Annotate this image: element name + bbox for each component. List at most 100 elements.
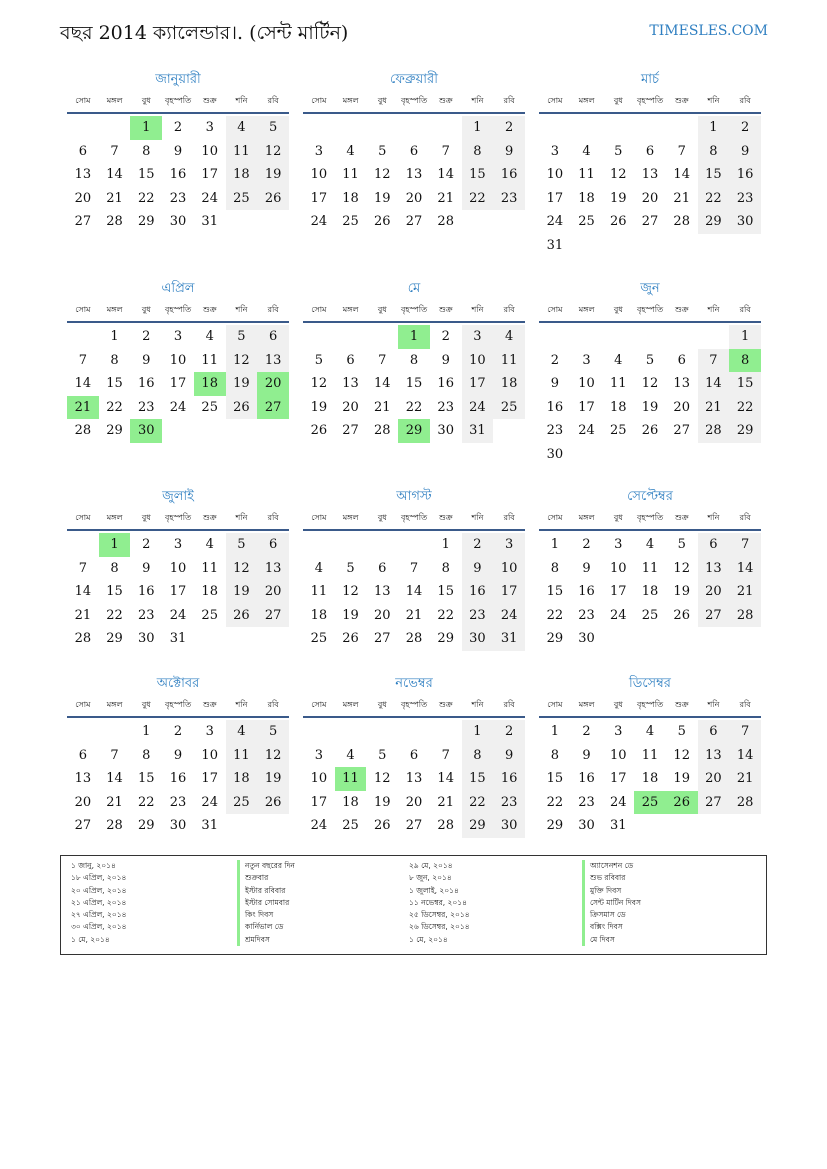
- day-cell[interactable]: 2: [142, 537, 151, 552]
- day-cell[interactable]: 23: [437, 399, 454, 415]
- day-cell[interactable]: 27: [257, 603, 289, 627]
- day-cell[interactable]: 1: [461, 116, 494, 140]
- holiday-day-cell[interactable]: 25: [634, 790, 666, 814]
- day-cell[interactable]: 5: [677, 537, 686, 552]
- day-cell[interactable]: 10: [310, 167, 328, 182]
- day-cell[interactable]: 5: [314, 352, 323, 368]
- day-cell[interactable]: 25: [641, 607, 659, 623]
- day-cell[interactable]: 28: [729, 603, 761, 627]
- day-cell[interactable]: 12: [310, 376, 328, 391]
- day-cell[interactable]: 25: [225, 790, 258, 814]
- day-cell[interactable]: 16: [138, 584, 155, 599]
- day-cell[interactable]: 25: [610, 423, 627, 438]
- day-cell[interactable]: 12: [610, 167, 627, 182]
- day-cell[interactable]: 12: [225, 556, 258, 580]
- day-cell[interactable]: 14: [729, 556, 761, 580]
- day-cell[interactable]: 3: [314, 143, 323, 159]
- day-cell[interactable]: 9: [582, 747, 591, 763]
- day-cell[interactable]: 12: [673, 560, 690, 576]
- day-cell[interactable]: 11: [610, 376, 627, 391]
- day-cell[interactable]: 13: [697, 556, 730, 580]
- day-cell[interactable]: 23: [461, 603, 494, 627]
- day-cell[interactable]: 10: [461, 348, 494, 372]
- day-cell[interactable]: 29: [697, 210, 730, 234]
- day-cell[interactable]: 25: [578, 214, 595, 229]
- day-cell[interactable]: 24: [169, 399, 187, 415]
- day-cell[interactable]: 6: [78, 143, 87, 159]
- day-cell[interactable]: 2: [173, 120, 183, 135]
- day-cell[interactable]: 5: [378, 747, 387, 763]
- day-cell[interactable]: 16: [437, 376, 454, 391]
- day-cell[interactable]: 23: [138, 607, 155, 623]
- day-cell[interactable]: 15: [138, 167, 155, 182]
- day-cell[interactable]: 22: [138, 190, 155, 206]
- day-cell[interactable]: 24: [201, 794, 218, 810]
- day-cell[interactable]: 8: [697, 139, 730, 163]
- day-cell[interactable]: 7: [441, 747, 450, 763]
- day-cell[interactable]: 24: [610, 607, 627, 623]
- day-cell[interactable]: 21: [106, 794, 123, 810]
- day-cell[interactable]: 10: [169, 352, 187, 368]
- holiday-day-cell[interactable]: 11: [334, 767, 367, 791]
- day-cell[interactable]: 30: [461, 627, 494, 651]
- day-cell[interactable]: 3: [205, 724, 214, 739]
- day-cell[interactable]: 18: [493, 372, 525, 396]
- day-cell[interactable]: 20: [74, 794, 92, 810]
- day-cell[interactable]: 18: [225, 767, 258, 791]
- day-cell[interactable]: 21: [437, 190, 454, 206]
- day-cell[interactable]: 22: [697, 186, 730, 210]
- day-cell[interactable]: 9: [173, 747, 183, 763]
- day-cell[interactable]: 13: [673, 376, 690, 391]
- day-cell[interactable]: 19: [225, 580, 258, 604]
- day-cell[interactable]: 29: [437, 631, 454, 646]
- day-cell[interactable]: 22: [461, 186, 494, 210]
- day-cell[interactable]: 12: [257, 139, 289, 163]
- day-cell[interactable]: 17: [201, 167, 218, 182]
- holiday-day-cell[interactable]: 27: [257, 395, 289, 419]
- day-cell[interactable]: 26: [342, 631, 359, 646]
- day-cell[interactable]: 31: [461, 419, 494, 443]
- day-cell[interactable]: 21: [673, 190, 690, 206]
- day-cell[interactable]: 31: [610, 818, 627, 833]
- day-cell[interactable]: 9: [582, 560, 591, 576]
- day-cell[interactable]: 20: [405, 190, 423, 206]
- day-cell[interactable]: 19: [225, 372, 258, 396]
- day-cell[interactable]: 8: [550, 560, 559, 576]
- day-cell[interactable]: 6: [677, 352, 686, 368]
- day-cell[interactable]: 16: [578, 584, 595, 599]
- day-cell[interactable]: 10: [610, 747, 627, 763]
- day-cell[interactable]: 3: [493, 533, 525, 557]
- day-cell[interactable]: 20: [405, 794, 423, 810]
- day-cell[interactable]: 9: [142, 560, 151, 576]
- day-cell[interactable]: 16: [546, 399, 564, 415]
- day-cell[interactable]: 11: [201, 352, 218, 368]
- day-cell[interactable]: 8: [441, 560, 450, 576]
- day-cell[interactable]: 1: [142, 724, 151, 739]
- day-cell[interactable]: 3: [550, 143, 559, 159]
- day-cell[interactable]: 2: [493, 720, 525, 744]
- day-cell[interactable]: 17: [546, 190, 564, 206]
- day-cell[interactable]: 13: [257, 556, 289, 580]
- day-cell[interactable]: 26: [641, 423, 659, 438]
- day-cell[interactable]: 14: [106, 771, 123, 786]
- day-cell[interactable]: 26: [673, 607, 690, 623]
- day-cell[interactable]: 25: [201, 399, 218, 415]
- day-cell[interactable]: 15: [437, 584, 454, 599]
- day-cell[interactable]: 9: [493, 743, 525, 767]
- day-cell[interactable]: 18: [641, 584, 659, 599]
- day-cell[interactable]: 14: [74, 376, 92, 391]
- day-cell[interactable]: 14: [106, 167, 123, 182]
- day-cell[interactable]: 27: [405, 214, 423, 229]
- day-cell[interactable]: 5: [378, 143, 387, 159]
- day-cell[interactable]: 7: [697, 348, 730, 372]
- day-cell[interactable]: 30: [578, 818, 595, 833]
- day-cell[interactable]: 10: [610, 560, 627, 576]
- day-cell[interactable]: 15: [461, 163, 494, 187]
- day-cell[interactable]: 8: [142, 747, 151, 763]
- day-cell[interactable]: 22: [461, 790, 494, 814]
- day-cell[interactable]: 1: [110, 329, 119, 344]
- day-cell[interactable]: 30: [138, 631, 155, 646]
- day-cell[interactable]: 15: [697, 163, 730, 187]
- day-cell[interactable]: 27: [697, 790, 730, 814]
- day-cell[interactable]: 17: [201, 771, 218, 786]
